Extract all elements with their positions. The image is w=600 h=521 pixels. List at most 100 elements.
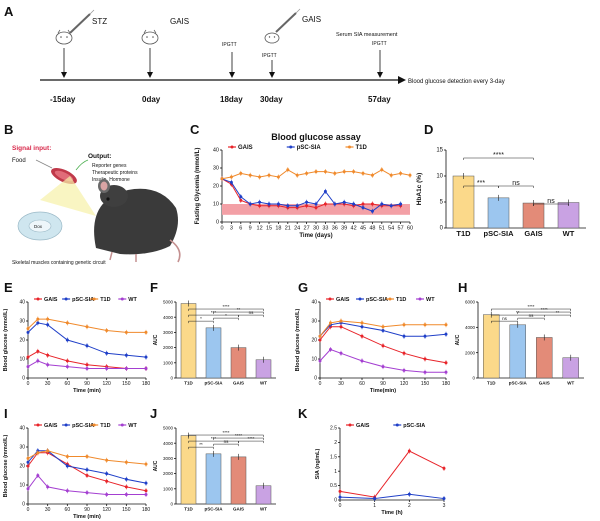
- data-point: [399, 171, 403, 175]
- data-point: [85, 367, 89, 370]
- significance-label: ****: [493, 152, 504, 159]
- legend-label: WT: [128, 423, 137, 429]
- mouse-icon: [55, 29, 73, 45]
- chart-c: 0 10 20 30 40 Fasting Glycemia (mmol/L) 0 3 6 9 12…: [195, 132, 413, 239]
- significance-bracket: [188, 434, 264, 438]
- data-point: [323, 189, 327, 193]
- series-line-wt: [319, 348, 446, 373]
- significance-bracket: [213, 311, 264, 315]
- series-line-psc-sia: [319, 322, 447, 337]
- legend-label: T1D: [356, 145, 368, 151]
- legend-label: GAIS: [336, 297, 350, 303]
- data-point: [85, 491, 89, 495]
- panel-letter-j: J: [150, 406, 157, 421]
- food-label: Food: [12, 158, 26, 164]
- significance-bracket: [533, 203, 569, 206]
- y-tick-label: 20: [213, 184, 219, 190]
- y-tick-label: 0: [170, 502, 173, 507]
- significance-bracket: [491, 308, 571, 312]
- legend-marker: [230, 145, 234, 149]
- data-point: [36, 321, 40, 325]
- x-tick-label: 24: [294, 226, 300, 232]
- data-point: [46, 449, 50, 453]
- y-tick-label: 0: [314, 376, 317, 382]
- data-point: [305, 204, 309, 208]
- series-line-gais: [319, 326, 447, 364]
- mouse-icon: [141, 29, 159, 45]
- legend-label: pSC-SIA: [297, 145, 322, 151]
- x-tick-label: pSC-SIA: [509, 381, 528, 386]
- data-point: [314, 170, 318, 174]
- data-point: [105, 329, 109, 332]
- data-point: [144, 493, 148, 496]
- data-point: [105, 479, 109, 483]
- data-point: [373, 497, 377, 501]
- data-point: [239, 198, 243, 202]
- data-point: [26, 464, 30, 468]
- data-point: [124, 367, 128, 370]
- x-tick-label: T1D: [184, 507, 193, 512]
- series-line-psc-sia: [221, 178, 401, 212]
- data-point: [380, 202, 384, 206]
- y-axis-label: SIA (ng/mL): [315, 449, 321, 480]
- data-point: [323, 170, 327, 174]
- syringe-icon: [69, 9, 95, 34]
- timeline-end-text: Blood glucose detection every 3-day: [408, 79, 505, 85]
- legend-label: T1D: [100, 423, 110, 429]
- data-point: [423, 357, 427, 361]
- panel-letter-i: I: [4, 406, 8, 421]
- x-tick-label: 150: [421, 381, 430, 387]
- series-line-wt: [27, 360, 146, 369]
- significance-label: ns: [547, 198, 555, 205]
- data-point: [65, 464, 69, 468]
- x-tick-label: T1D: [487, 381, 496, 386]
- data-point: [144, 481, 148, 485]
- data-point: [408, 173, 412, 177]
- bar: [205, 453, 222, 505]
- x-tick-label: 30: [313, 226, 319, 232]
- data-point: [26, 365, 30, 369]
- data-point: [105, 472, 109, 476]
- timeline-event-label: STZ: [92, 17, 107, 26]
- legend-label: T1D: [100, 297, 110, 303]
- y-tick-label: 30: [19, 319, 25, 325]
- significance-label: **: [556, 310, 560, 315]
- legend-label: GAIS: [44, 297, 58, 303]
- data-point: [124, 485, 128, 489]
- data-point: [352, 170, 356, 174]
- data-point: [444, 370, 448, 374]
- x-tick-label: 0: [220, 226, 223, 232]
- y-tick-label: 5: [440, 200, 444, 206]
- y-tick-label: 20: [19, 464, 25, 470]
- y-tick-label: 0: [22, 376, 25, 382]
- data-point: [258, 204, 262, 208]
- y-tick-label: 10: [436, 174, 443, 180]
- data-point: [423, 334, 427, 338]
- x-tick-label: 48: [369, 226, 375, 232]
- data-point: [105, 351, 109, 355]
- timeline-event-label: Serum SIA measurement: [336, 32, 398, 38]
- data-point: [329, 321, 332, 325]
- data-point: [314, 206, 318, 210]
- data-point: [361, 202, 365, 206]
- signal-input-label: Signal input:: [12, 145, 51, 152]
- x-tick-label: 150: [122, 381, 131, 387]
- y-tick-label: 0: [440, 226, 444, 232]
- y-tick-label: 1: [334, 469, 337, 475]
- data-point: [124, 493, 128, 496]
- x-tick-label: 21: [285, 226, 291, 232]
- significance-label: ns: [512, 180, 520, 187]
- timeline-event-sublabel: IPGTT: [372, 41, 387, 47]
- data-point: [402, 323, 406, 327]
- data-point: [124, 330, 128, 334]
- y-tick-label: 0: [472, 376, 475, 381]
- chart-f: 0 1000 2000 3000 4000 5000 AUC T1D pSC-SIA GAIS WT…: [153, 300, 276, 386]
- significance-label: ns: [224, 439, 230, 444]
- x-tick-label: pSC-SIA: [205, 507, 224, 512]
- legend-label: T1D: [396, 297, 406, 303]
- data-point: [26, 456, 30, 460]
- legend-marker: [120, 297, 124, 301]
- data-point: [423, 370, 427, 374]
- legend-label: pSC-SIA: [366, 297, 388, 303]
